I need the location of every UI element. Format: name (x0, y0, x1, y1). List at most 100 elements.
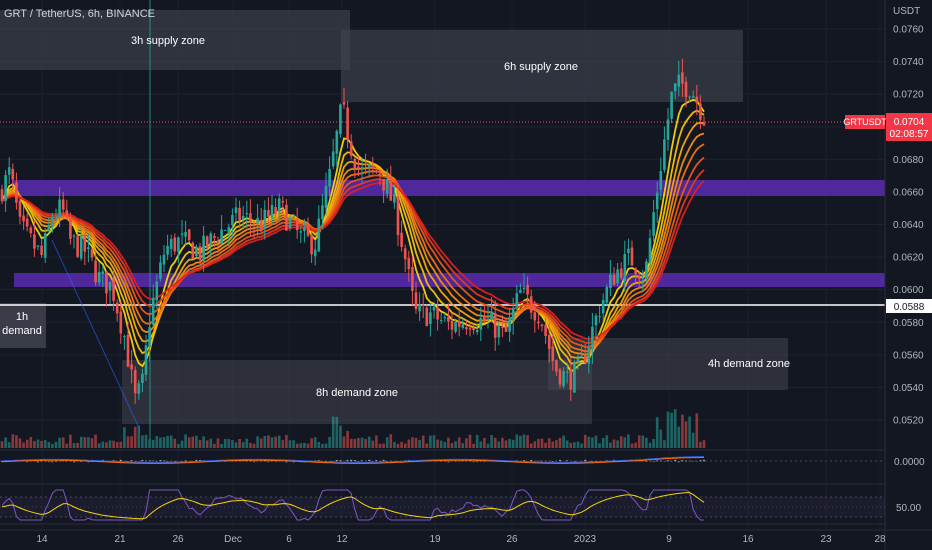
candle (378, 170, 382, 186)
candle (511, 297, 515, 335)
candle (202, 225, 205, 272)
indicator1-histogram-bar (645, 461, 648, 462)
volume-bar (367, 436, 371, 448)
price-tag-countdown: 02:08:57 (890, 129, 929, 140)
candle-body (425, 307, 429, 327)
candle-body (378, 173, 382, 177)
candle (677, 60, 681, 97)
volume-bar (270, 437, 274, 448)
volume-bar (443, 441, 447, 448)
hline-tag-bg (886, 299, 932, 313)
indicator2-value: 50.00 (896, 503, 921, 514)
volume-bar (33, 441, 36, 448)
candle (691, 90, 695, 99)
candle (479, 306, 483, 342)
volume-bar (479, 441, 483, 448)
indicator1-histogram-bar (145, 460, 147, 462)
candle-body (663, 139, 666, 171)
candle (227, 223, 231, 247)
volume-bar (288, 440, 292, 448)
volume-bar (393, 441, 396, 448)
candle-body (601, 299, 605, 313)
candle-body (256, 218, 259, 225)
candle (184, 220, 187, 246)
candle (101, 265, 105, 287)
candle-body (479, 317, 483, 330)
indicator1-histogram-bar (584, 459, 587, 462)
volume-bar (25, 439, 29, 448)
candle-body (83, 234, 87, 252)
volume-bar (43, 440, 47, 448)
candle (443, 312, 447, 322)
indicator1-histogram-bar (652, 461, 655, 463)
indicator1-histogram-bar (292, 461, 295, 463)
volume-bar (126, 436, 130, 448)
volume-bar (616, 440, 619, 448)
volume-bar (522, 434, 526, 448)
candle (457, 308, 461, 337)
volume-bar (11, 434, 15, 448)
indicator2-average-line (1, 492, 705, 520)
symbol-header[interactable]: GRT / TetherUS, 6h, BINANCE (4, 8, 155, 20)
candle (663, 126, 666, 173)
indicator1-histogram-bar (112, 460, 115, 462)
volume-bar (238, 439, 241, 448)
candle-body (465, 327, 468, 330)
price-tag-bg (886, 113, 932, 141)
candle (4, 170, 7, 212)
candle-body (47, 225, 51, 231)
indicator1-histogram-bar (69, 460, 72, 462)
candle-body (511, 308, 515, 321)
indicator-pane-1[interactable] (0, 456, 885, 464)
volume-bar (40, 440, 43, 448)
time-tick-label: 6 (286, 534, 292, 545)
volume-bar (245, 438, 249, 448)
candle (627, 238, 630, 266)
candle-body (349, 141, 353, 156)
candle-body (526, 284, 529, 295)
candle (598, 305, 601, 323)
candle-body (540, 324, 544, 327)
candle-body (645, 261, 648, 279)
volume-bar (18, 438, 22, 448)
candle-body (299, 231, 303, 233)
indicator1-histogram-bar (699, 460, 702, 462)
candle (126, 321, 130, 368)
candle (342, 88, 346, 109)
volume-bar (659, 429, 663, 448)
candle-body (105, 271, 108, 294)
volume-bar (313, 437, 317, 448)
indicator-pane-2[interactable] (0, 489, 885, 521)
candle-body (166, 245, 169, 255)
candle-body (72, 235, 76, 237)
candle (213, 233, 216, 247)
volume-bar (90, 438, 94, 448)
volume-bar (641, 435, 645, 448)
candle (43, 228, 47, 263)
candle-body (555, 360, 558, 372)
indicator1-histogram-bar (641, 461, 644, 462)
candle-body (7, 167, 11, 175)
candle (335, 129, 339, 168)
candle (173, 233, 177, 255)
candle-body (551, 346, 555, 361)
candle (133, 366, 137, 404)
volume-bar (256, 436, 259, 448)
h1-demand-label-2: demand (2, 325, 42, 337)
candle-body (263, 209, 267, 230)
time-tick-label: 26 (506, 534, 518, 545)
candle (702, 116, 706, 127)
candle (65, 199, 69, 220)
candle (29, 225, 33, 238)
time-axis[interactable]: 14 21 26 Dec 6 12 19 26 2023 9 16 23 28 (36, 534, 886, 545)
candle (112, 270, 115, 311)
volume-bar (105, 442, 108, 448)
volume-bar (400, 441, 403, 448)
candle (90, 248, 94, 262)
candle (281, 196, 285, 216)
candle (472, 323, 475, 335)
candle-body (0, 189, 4, 202)
ma-ribbon-line (1, 143, 705, 353)
volume-bar (166, 435, 169, 448)
